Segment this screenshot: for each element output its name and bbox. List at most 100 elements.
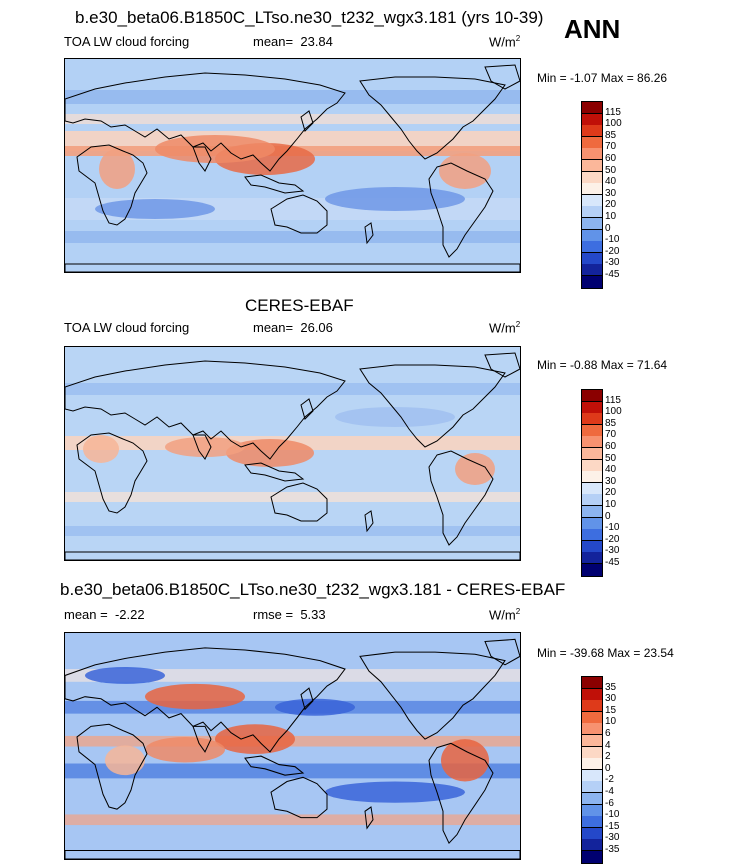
colorbar-tick-label: 30	[605, 187, 617, 199]
colorbar-tick-label: 4	[605, 739, 611, 751]
colorbar-tick-label: 0	[605, 762, 611, 774]
colorbar-swatch	[582, 206, 602, 219]
eurasia-coastline	[65, 72, 346, 172]
field-anomaly	[439, 153, 491, 189]
greenland-coastline	[484, 64, 520, 90]
colorbar-tick-label: -6	[605, 797, 614, 809]
colorbar-swatch	[582, 769, 602, 782]
colorbar-tick-label: -4	[605, 786, 614, 797]
field-anomaly	[145, 736, 225, 763]
mean-label-text: mean=	[253, 320, 294, 335]
antarctica-coastline	[65, 551, 520, 560]
colorbar-swatch	[582, 252, 602, 265]
colorbar-tick-label: 0	[605, 222, 611, 234]
field-anomaly	[455, 453, 495, 485]
south-america-coastline	[428, 162, 494, 258]
colorbar-tick-label: 0	[605, 510, 611, 522]
colorbar-swatch	[582, 688, 602, 701]
colorbar-box	[581, 676, 603, 864]
units-label: W/m2	[489, 320, 520, 335]
map-layer	[65, 633, 520, 859]
colorbar-swatch	[582, 218, 602, 231]
colorbar-tick-label: 60	[605, 153, 617, 164]
colorbar-swatch	[582, 552, 602, 565]
colorbar-tick-label: 20	[605, 487, 617, 499]
colorbar-swatch	[582, 229, 602, 242]
colorbar-swatch	[582, 276, 602, 289]
colorbar-swatch	[582, 448, 602, 461]
maritime-coastline	[244, 462, 305, 482]
india-coastline	[192, 725, 212, 753]
colorbar-swatch	[582, 125, 602, 138]
africa-coastline	[76, 144, 148, 226]
japan-coastline	[300, 110, 314, 132]
mean-label-text: mean =	[64, 607, 108, 622]
season-label: ANN	[564, 14, 621, 44]
colorbar-swatch	[582, 839, 602, 852]
colorbar-tick-label: -20	[605, 533, 620, 545]
field-band	[65, 90, 520, 104]
min-max-label: Min = -0.88 Max = 71.64	[537, 358, 668, 372]
colorbar-tick-label: 10	[605, 499, 617, 510]
greenland-coastline	[484, 352, 520, 378]
eurasia-coastline	[65, 360, 346, 460]
panel-title: b.e30_beta06.B1850C_LTso.ne30_t232_wgx3.…	[60, 580, 566, 599]
colorbar-tick-label: -30	[605, 257, 620, 269]
map-plot	[64, 632, 521, 860]
colorbar-swatch	[582, 804, 602, 817]
colorbar-tick-label: -10	[605, 234, 620, 246]
field-anomaly	[95, 199, 215, 219]
colorbar-tick-label: 115	[605, 106, 621, 118]
japan-coastline	[300, 398, 314, 420]
mean-value: -2.22	[114, 607, 145, 622]
colorbar-tick-label: 10	[605, 211, 617, 222]
field-anomaly	[145, 683, 245, 710]
india-coastline	[192, 434, 212, 460]
colorbar-swatch	[582, 851, 602, 864]
africa-coastline	[76, 432, 148, 514]
colorbar-tick-label: 85	[605, 417, 617, 429]
colorbar-swatch	[582, 723, 602, 736]
field-band	[65, 763, 520, 779]
colorbar-swatch	[582, 506, 602, 519]
colorbar-tick-label: 6	[605, 728, 611, 739]
greenland-coastline	[484, 638, 520, 666]
africa-coastline	[76, 723, 148, 810]
map-canvas	[65, 633, 520, 859]
colorbar-tick-label: -2	[605, 774, 614, 786]
colorbar-tick-label: -10	[605, 809, 620, 821]
colorbar-tick-label: 2	[605, 751, 611, 763]
colorbar-box	[581, 101, 603, 289]
north-america-coastline	[359, 76, 506, 160]
variable-label: TOA LW cloud forcing	[64, 34, 190, 49]
field-anomaly	[335, 407, 455, 427]
map-canvas	[65, 59, 520, 272]
field-anomaly	[165, 437, 245, 457]
colorbar-tick-label: 60	[605, 441, 617, 452]
colorbar-tick-label: -10	[605, 522, 620, 534]
colorbar-swatch	[582, 413, 602, 426]
units-label: W/m2	[489, 607, 520, 622]
panel-title: CERES-EBAF	[245, 296, 354, 315]
field-anomaly	[155, 135, 275, 163]
colorbar-swatch	[582, 160, 602, 173]
field-anomaly	[275, 698, 355, 716]
field-anomaly	[99, 149, 135, 189]
field-band	[65, 231, 520, 243]
colorbar-swatch	[582, 517, 602, 530]
colorbar-tick-label: -30	[605, 832, 620, 844]
colorbar-tick-label: -30	[605, 545, 620, 557]
colorbar-tick-label: 100	[605, 406, 622, 418]
units-label: W/m2	[489, 34, 520, 49]
field-anomaly	[85, 666, 165, 684]
units-sup: 2	[515, 34, 521, 43]
mean-label: mean = -2.22	[64, 607, 145, 622]
units-text: W/m	[489, 320, 516, 336]
field-anomaly	[215, 724, 295, 754]
colorbar-tick-label: 115	[605, 394, 621, 406]
mean-label: mean= 23.84	[253, 34, 333, 49]
maritime-coastline	[244, 174, 305, 194]
australia-coastline	[270, 482, 328, 522]
colorbar-tick-label: 70	[605, 141, 617, 153]
antarctica-coastline	[65, 263, 520, 272]
